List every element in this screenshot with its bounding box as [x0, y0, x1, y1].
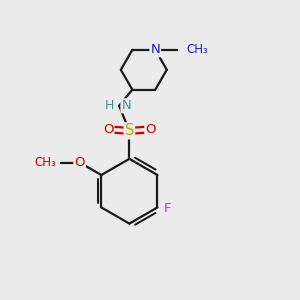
Text: N: N [150, 44, 160, 56]
Text: N: N [122, 99, 131, 112]
Text: O: O [103, 123, 113, 136]
Text: CH₃: CH₃ [34, 156, 56, 169]
Text: O: O [145, 123, 156, 136]
Text: H: H [104, 99, 114, 112]
Text: CH₃: CH₃ [187, 44, 208, 56]
Text: F: F [164, 202, 171, 215]
Text: S: S [125, 123, 134, 138]
Text: O: O [74, 156, 85, 169]
